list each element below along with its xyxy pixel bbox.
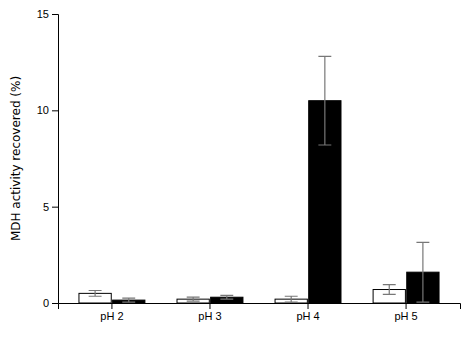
tick-mark xyxy=(52,14,58,15)
tick-label: 0 xyxy=(43,297,49,309)
tick: 15 xyxy=(37,8,58,20)
axis-line xyxy=(59,304,461,310)
tick-mark xyxy=(406,303,407,309)
tick-label: pH 3 xyxy=(198,310,221,322)
chart-container: pH 2 pH 3 pH 4 pH 5 0 5 10 15 MDH activity recov… xyxy=(0,0,474,339)
bar-series xyxy=(113,56,439,303)
tick-mark xyxy=(111,303,112,309)
tick-label: 10 xyxy=(37,104,49,116)
error-bar xyxy=(122,298,135,302)
y-axis: 0 5 10 15 xyxy=(37,8,59,309)
tick-mark xyxy=(209,303,210,309)
bar-series xyxy=(79,285,405,303)
tick: pH 3 xyxy=(198,303,221,322)
tick: pH 4 xyxy=(296,303,319,322)
tick-label: pH 4 xyxy=(296,310,319,322)
tick-mark xyxy=(52,207,58,208)
axis-line xyxy=(52,15,59,304)
tick-mark xyxy=(308,303,309,309)
tick-mark xyxy=(52,303,58,304)
tick-label: pH 5 xyxy=(394,310,417,322)
tick: pH 2 xyxy=(100,303,123,322)
tick: 0 xyxy=(43,297,58,309)
tick: pH 5 xyxy=(394,303,417,322)
error-bar xyxy=(285,296,298,302)
error-bar xyxy=(318,56,331,145)
error-bar xyxy=(383,285,396,295)
tick-label: 5 xyxy=(43,201,49,213)
tick: 5 xyxy=(43,201,58,213)
tick-label: pH 2 xyxy=(100,310,123,322)
chart: pH 2 pH 3 pH 4 pH 5 0 5 10 15 MDH activity recov… xyxy=(0,0,474,339)
x-axis: pH 2 pH 3 pH 4 pH 5 xyxy=(59,303,461,322)
tick-label: 15 xyxy=(37,8,49,20)
error-bar xyxy=(416,242,429,302)
plot-area xyxy=(79,56,439,303)
error-bar xyxy=(89,290,102,296)
y-axis-title: MDH activity recovered (%) xyxy=(9,76,23,241)
tick: 10 xyxy=(37,104,58,116)
error-bar xyxy=(187,297,200,301)
tick-mark xyxy=(52,110,58,111)
error-bar xyxy=(220,295,233,299)
